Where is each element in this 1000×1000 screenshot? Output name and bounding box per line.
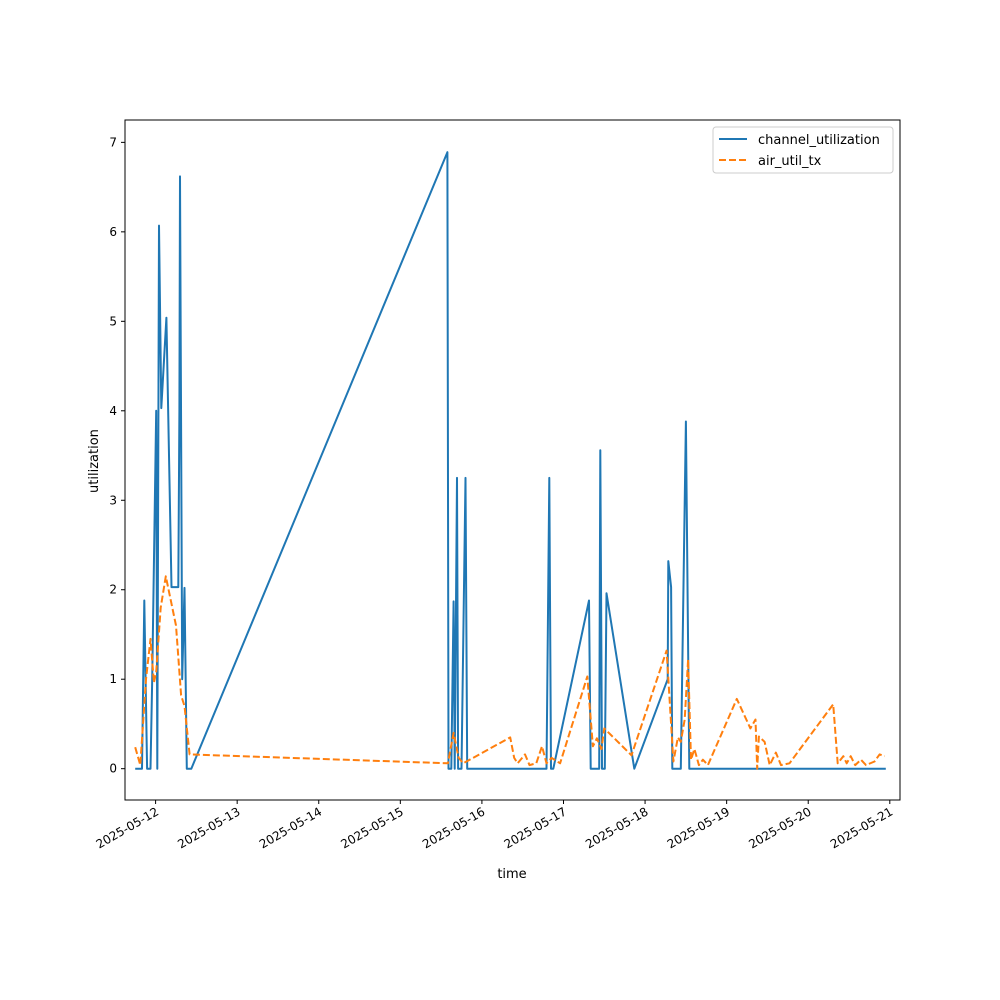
- y-axis: 0 1 2 3 4 5 6 7: [109, 135, 125, 776]
- plot-frame: [124, 119, 901, 801]
- y-tick-label: 6: [109, 225, 117, 239]
- y-tick-label: 4: [109, 404, 117, 418]
- series-line-air-util-tx: [134, 575, 886, 770]
- legend-label-channel-utilization: channel_utilization: [758, 133, 880, 148]
- series-line-channel-utilization: [135, 151, 886, 770]
- y-tick-label: 5: [109, 314, 117, 328]
- y-axis-label: utilization: [87, 429, 102, 493]
- y-tick-label: 2: [109, 583, 117, 597]
- x-axis-label: time: [497, 867, 526, 882]
- series-layer: [134, 151, 886, 770]
- y-tick-label: 0: [109, 762, 117, 776]
- legend-box: [712, 126, 894, 174]
- y-tick-label: 7: [109, 135, 117, 149]
- y-tick-label: 3: [109, 493, 117, 507]
- legend: channel_utilization air_util_tx: [712, 126, 894, 174]
- legend-label-air-util-tx: air_util_tx: [758, 154, 822, 169]
- y-tick-label: 1: [109, 672, 117, 686]
